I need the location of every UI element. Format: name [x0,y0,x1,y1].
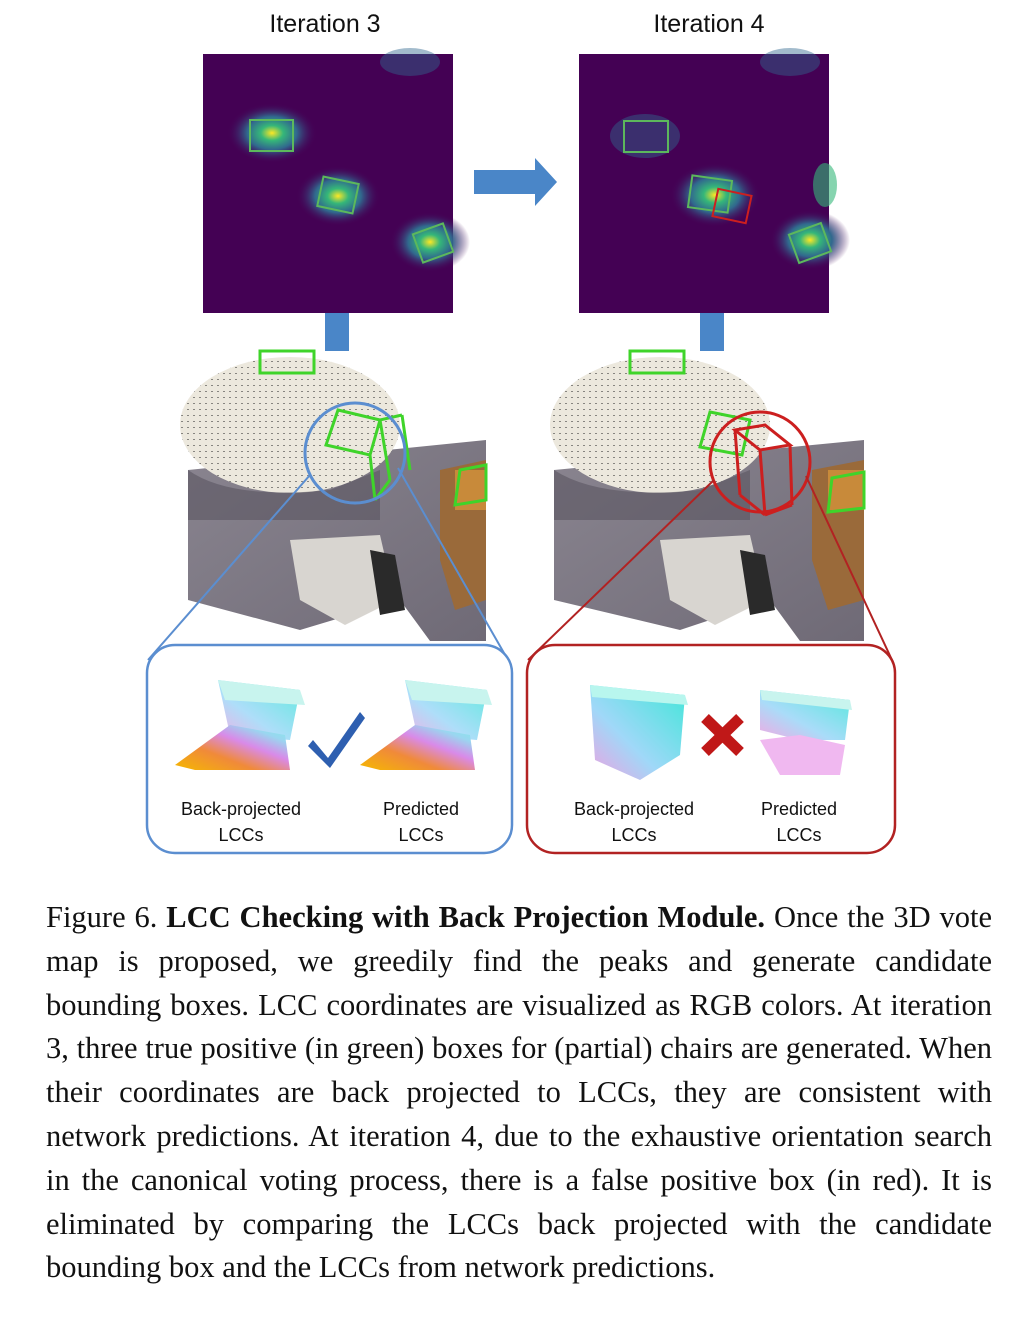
cross-icon [701,714,744,756]
arrow-icon [474,158,557,206]
label-line: LCCs [398,825,444,845]
callout-iteration-3 [145,643,514,855]
callout-iteration-4 [525,643,897,855]
back-projected-label-left: Back-projected LCCs [156,796,326,848]
predicted-lcc-right [760,690,852,775]
back-projected-lcc-left [175,680,305,770]
caption-title: LCC Checking with Back Projection Module… [166,900,766,934]
vote-map-iteration-4 [579,48,850,313]
caption-prefix: Figure 6. [46,900,158,934]
back-projected-lcc-right [590,685,688,780]
iteration-3-title: Iteration 3 [269,10,381,38]
predicted-label-right: Predicted LCCs [714,796,884,848]
predicted-label-left: Predicted LCCs [336,796,506,848]
label-line: LCCs [776,825,822,845]
label-line: Back-projected [573,799,695,819]
figure-caption: Figure 6. LCC Checking with Back Project… [46,896,992,1290]
back-projected-label-right: Back-projected LCCs [549,796,719,848]
check-icon [308,712,365,768]
predicted-lcc-left [360,680,492,770]
label-line: LCCs [218,825,264,845]
figure-graphics [145,48,897,855]
label-line: Predicted [382,799,460,819]
label-line: LCCs [611,825,657,845]
scene-iteration-3 [180,349,488,641]
scene-iteration-4 [550,349,866,641]
iteration-4-title: Iteration 4 [653,10,765,38]
caption-body: Once the 3D vote map is proposed, we gre… [46,900,992,1285]
label-line: Predicted [760,799,838,819]
vote-map-iteration-3 [203,48,470,313]
label-line: Back-projected [180,799,302,819]
